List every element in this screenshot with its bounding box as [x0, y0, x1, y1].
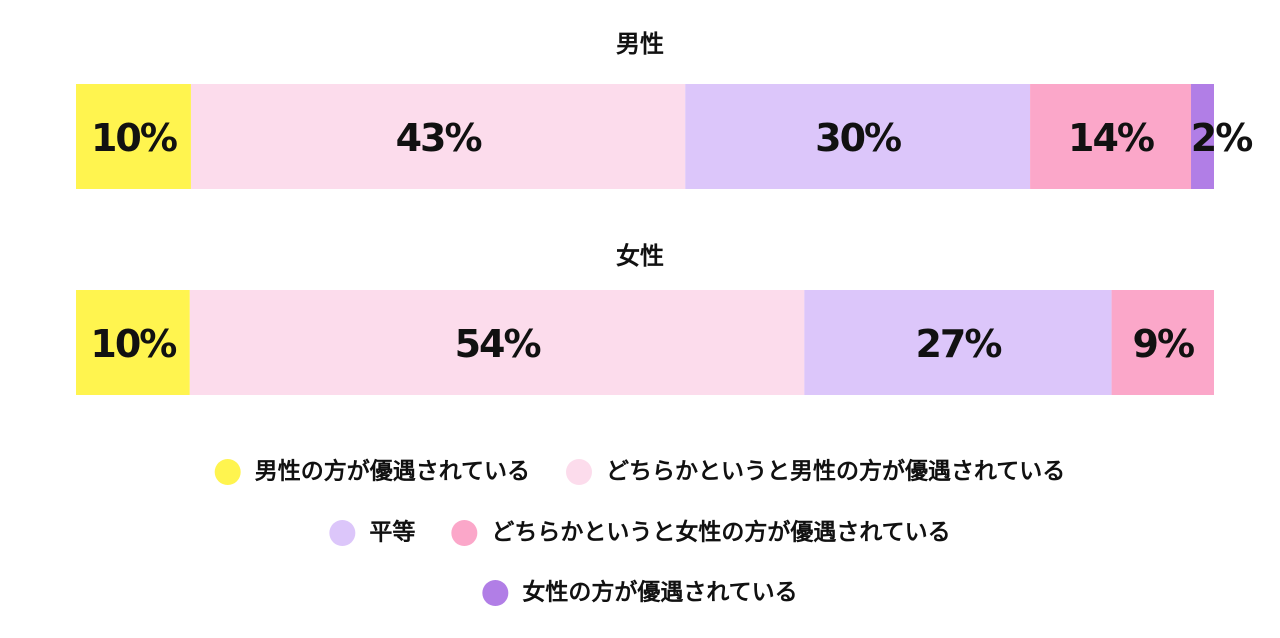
- value-label: 30%: [815, 116, 901, 160]
- bar-title: 男性: [616, 30, 664, 58]
- bar-segment: [804, 290, 1112, 395]
- bar-segment: [189, 290, 805, 395]
- legend-label: 男性の方が優遇されている: [255, 458, 530, 485]
- bar-segment: [76, 84, 191, 189]
- value-label: 43%: [396, 116, 482, 160]
- value-label: 10%: [90, 322, 176, 366]
- bar-segment: [76, 290, 190, 395]
- bar-segment: [685, 84, 1031, 189]
- value-label: 9%: [1133, 322, 1194, 366]
- bar-title: 女性: [616, 242, 664, 270]
- bar-segment: [1191, 84, 1214, 189]
- bar-segment: [1111, 290, 1214, 395]
- bar-segment: [190, 84, 686, 189]
- value-label: 10%: [91, 116, 177, 160]
- legend-label: どちらかというと女性の方が優遇されている: [491, 519, 950, 546]
- legend-swatch: [482, 580, 509, 606]
- legend-swatch: [329, 520, 356, 546]
- legend-label: 女性の方が優遇されている: [522, 579, 797, 606]
- legend-label: どちらかというと男性の方が優遇されている: [606, 458, 1065, 485]
- value-label: 54%: [455, 322, 541, 366]
- legend-swatch: [214, 459, 241, 485]
- value-label: 27%: [915, 322, 1001, 366]
- legend-swatch: [566, 459, 592, 485]
- bar-segment: [1030, 84, 1192, 189]
- legend-swatch: [451, 520, 478, 546]
- value-label: 2%: [1191, 116, 1252, 160]
- value-label: 14%: [1068, 116, 1154, 160]
- legend-label: 平等: [369, 519, 415, 546]
